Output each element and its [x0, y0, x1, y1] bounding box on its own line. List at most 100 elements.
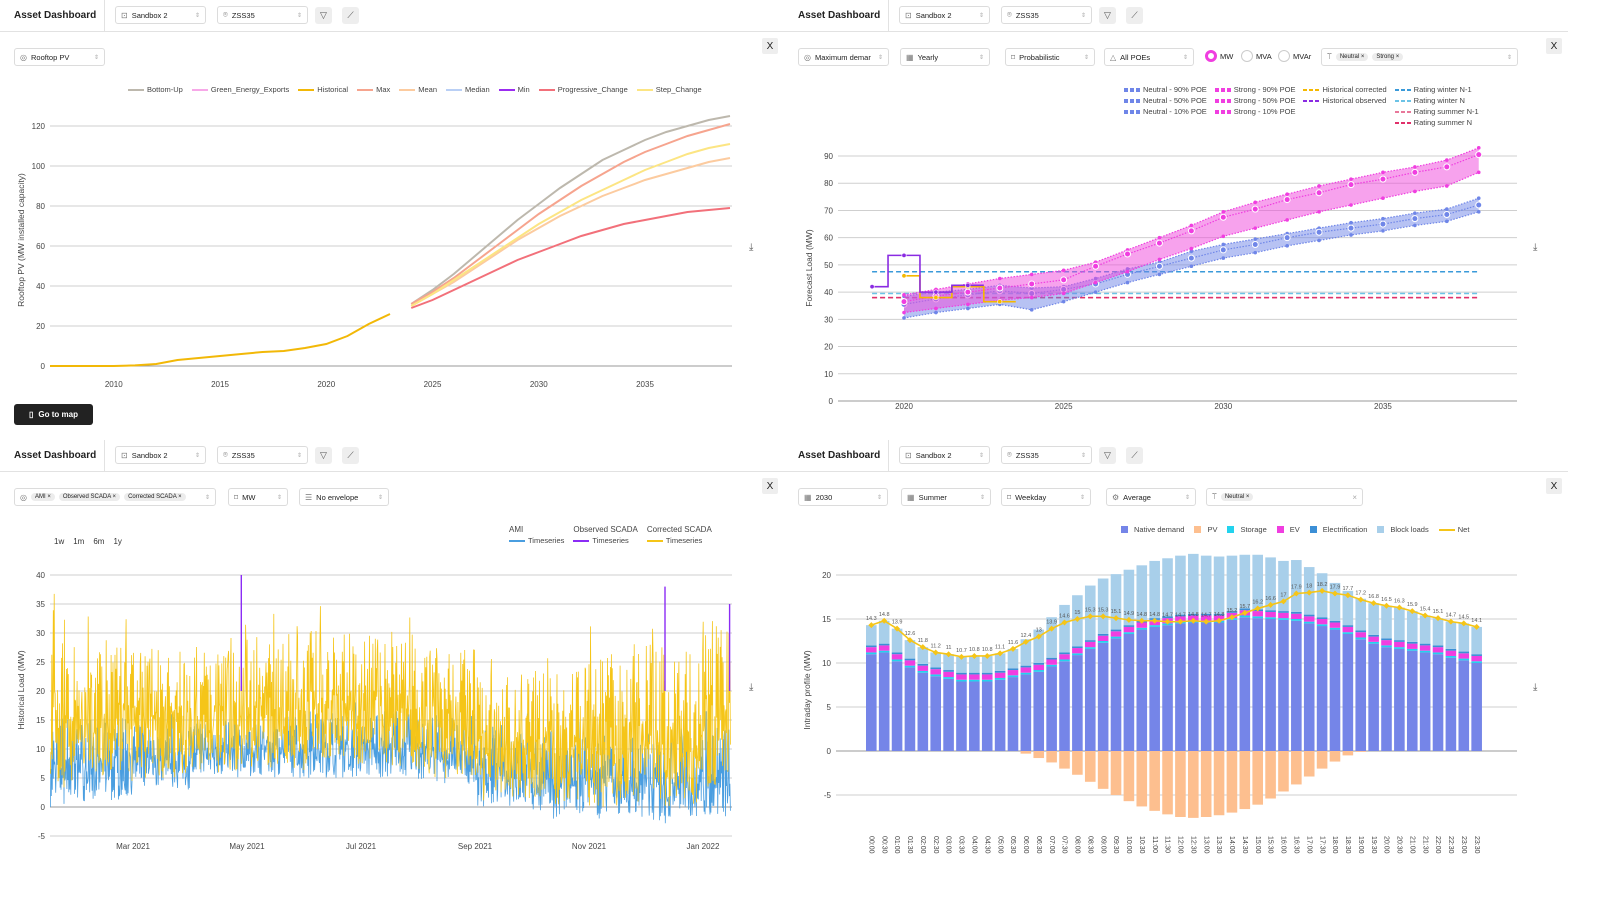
asset-select[interactable]: ⌾ ZSS35 ⇕ [217, 446, 308, 464]
net-point [1022, 638, 1029, 645]
unit-radio-mw[interactable]: MW [1205, 50, 1233, 62]
legend-item[interactable]: Historical corrected [1303, 85, 1387, 94]
legend-item[interactable]: Min [498, 85, 530, 94]
legend-item[interactable]: Neutral - 90% POE [1124, 85, 1207, 94]
remove-tag-icon[interactable]: × [1395, 54, 1400, 60]
remove-tag-icon[interactable]: × [178, 494, 182, 500]
close-button[interactable]: X [1546, 478, 1562, 494]
asset-select[interactable]: ⌾ ZSS35 ⇕ [1001, 446, 1092, 464]
go-to-map-button[interactable]: ▯ Go to map [14, 404, 93, 425]
poe-select[interactable]: △ All POEs ⇕ [1104, 48, 1194, 66]
legend-item[interactable]: Historical [298, 85, 348, 94]
bar-segment-ev [1033, 664, 1045, 671]
bar-segment-pv [1188, 751, 1199, 818]
legend-item[interactable]: Progressive_Change [538, 85, 628, 94]
legend-item[interactable]: Rating summer N-1 [1394, 107, 1479, 116]
day-type-select[interactable]: ⌑ Weekday ⇕ [1001, 488, 1091, 506]
source-tag[interactable]: Observed SCADA × [58, 493, 121, 501]
download-button[interactable]: ⤓ [1533, 682, 1537, 693]
unit-select[interactable]: ⌑ MW ⇕ [228, 488, 288, 506]
legend-item[interactable]: Neutral - 10% POE [1124, 107, 1207, 116]
source-tag[interactable]: Corrected SCADA × [124, 493, 186, 501]
legend-item[interactable]: Electrification [1309, 525, 1367, 534]
bar-segment-electrification [1033, 663, 1045, 665]
legend-item[interactable]: Mean [399, 85, 437, 94]
legend-item[interactable]: Neutral - 50% POE [1124, 96, 1207, 105]
range-button-1m[interactable]: 1m [73, 537, 85, 546]
unit-radio-mva[interactable]: MVA [1241, 50, 1272, 62]
legend-group[interactable]: AMI Timeseries [509, 525, 564, 545]
legend-item[interactable]: Storage [1227, 525, 1267, 534]
scenario-tag[interactable]: Strong × [1372, 53, 1404, 61]
legend-item[interactable]: Max [357, 85, 390, 94]
remove-tag-icon[interactable]: × [1245, 494, 1250, 500]
legend-item[interactable]: EV [1276, 525, 1300, 534]
period-select[interactable]: ▦ Yearly ⇕ [900, 48, 990, 66]
legend-item[interactable]: Net [1438, 525, 1469, 534]
download-button[interactable]: ⤓ [749, 682, 753, 693]
asset-select[interactable]: ⌾ ZSS35 ⇕ [217, 6, 308, 24]
scenario-tag[interactable]: Neutral × [1335, 53, 1369, 61]
legend-group[interactable]: Observed SCADA Timeseries [573, 525, 638, 545]
scenario-tag[interactable]: Neutral × [1220, 493, 1254, 501]
legend-item[interactable]: Median [446, 85, 490, 94]
workspace-select[interactable]: ⊡ Sandbox 2 ⇕ [899, 446, 990, 464]
legend-item[interactable]: Strong - 90% POE [1214, 85, 1295, 94]
download-button[interactable]: ⤓ [1533, 242, 1537, 253]
envelope-select[interactable]: ☰ No envelope ⇕ [299, 488, 389, 506]
clear-icon[interactable]: × [1352, 492, 1357, 502]
workspace-select[interactable]: ⊡ Sandbox 2 ⇕ [899, 6, 990, 24]
filter-button[interactable]: ▽ [1099, 447, 1116, 464]
legend-item[interactable]: Rating winter N [1394, 96, 1479, 105]
source-tag[interactable]: AMI × [30, 493, 55, 501]
measure-select[interactable]: ◎ Maximum demar ⇕ [798, 48, 889, 66]
remove-tag-icon[interactable]: × [47, 494, 51, 500]
filter-button[interactable]: ▽ [315, 447, 332, 464]
net-data-label: 17.2 [1355, 591, 1366, 597]
chart-edit-button[interactable]: ⟋ [342, 7, 359, 24]
legend-item[interactable]: Rating summer N [1394, 118, 1479, 127]
filter-button[interactable]: ▽ [1099, 7, 1116, 24]
legend-label: Green_Energy_Exports [210, 85, 290, 94]
legend-item[interactable]: PV [1194, 525, 1217, 534]
legend-item[interactable]: Green_Energy_Exports [191, 85, 290, 94]
scenario-multiselect[interactable]: ⍡ Neutral × × [1206, 488, 1363, 506]
legend-item[interactable]: Bottom-Up [128, 85, 183, 94]
legend-item[interactable]: Rating winter N-1 [1394, 85, 1479, 94]
data-point [1125, 269, 1130, 274]
bar-segment-block-loads [956, 656, 967, 673]
statistic-select[interactable]: ⚙ Average ⇕ [1106, 488, 1196, 506]
legend-item[interactable]: Strong - 50% POE [1214, 96, 1295, 105]
range-button-6m[interactable]: 6m [93, 537, 105, 546]
close-button[interactable]: X [762, 38, 778, 54]
unit-radio-mvar[interactable]: MVAr [1278, 50, 1311, 62]
season-select[interactable]: ▦ Summer ⇕ [901, 488, 991, 506]
legend-item[interactable]: Block loads [1377, 525, 1429, 534]
chart-edit-button[interactable]: ⟋ [342, 447, 359, 464]
close-button[interactable]: X [762, 478, 778, 494]
remove-tag-icon[interactable]: × [1360, 54, 1365, 60]
range-button-1w[interactable]: 1w [54, 537, 65, 546]
scenario-multiselect[interactable]: ⍡ Neutral × Strong × ⇕ [1321, 48, 1518, 66]
chart-edit-button[interactable]: ⟋ [1126, 447, 1143, 464]
legend-item[interactable]: Native demand [1121, 525, 1184, 534]
source-multiselect[interactable]: ◎ AMI × Observed SCADA × Corrected SCADA… [14, 488, 216, 506]
legend-item[interactable]: Strong - 10% POE [1214, 107, 1295, 116]
workspace-select[interactable]: ⊡ Sandbox 2 ⇕ [115, 446, 206, 464]
remove-tag-icon[interactable]: × [112, 494, 117, 500]
bar-segment-electrification [1278, 611, 1289, 613]
workspace-select[interactable]: ⊡ Sandbox 2 ⇕ [115, 6, 206, 24]
download-button[interactable]: ⤓ [749, 242, 753, 253]
close-button[interactable]: X [1546, 38, 1562, 54]
filter-button[interactable]: ▽ [315, 7, 332, 24]
legend-group[interactable]: Corrected SCADA Timeseries [646, 525, 712, 545]
chart-edit-button[interactable]: ⟋ [1126, 7, 1143, 24]
range-button-1y[interactable]: 1y [113, 537, 122, 546]
bar-segment-block-loads [994, 653, 1006, 671]
legend-item[interactable]: Historical observed [1303, 96, 1386, 105]
method-select[interactable]: ⌑ Probabilistic ⇕ [1005, 48, 1095, 66]
asset-select[interactable]: ⌾ ZSS35 ⇕ [1001, 6, 1092, 24]
metric-select[interactable]: ◎ Rooftop PV ⇕ [14, 48, 105, 66]
legend-item[interactable]: Step_Change [636, 85, 702, 94]
year-select[interactable]: ▦ 2030 ⇕ [798, 488, 888, 506]
